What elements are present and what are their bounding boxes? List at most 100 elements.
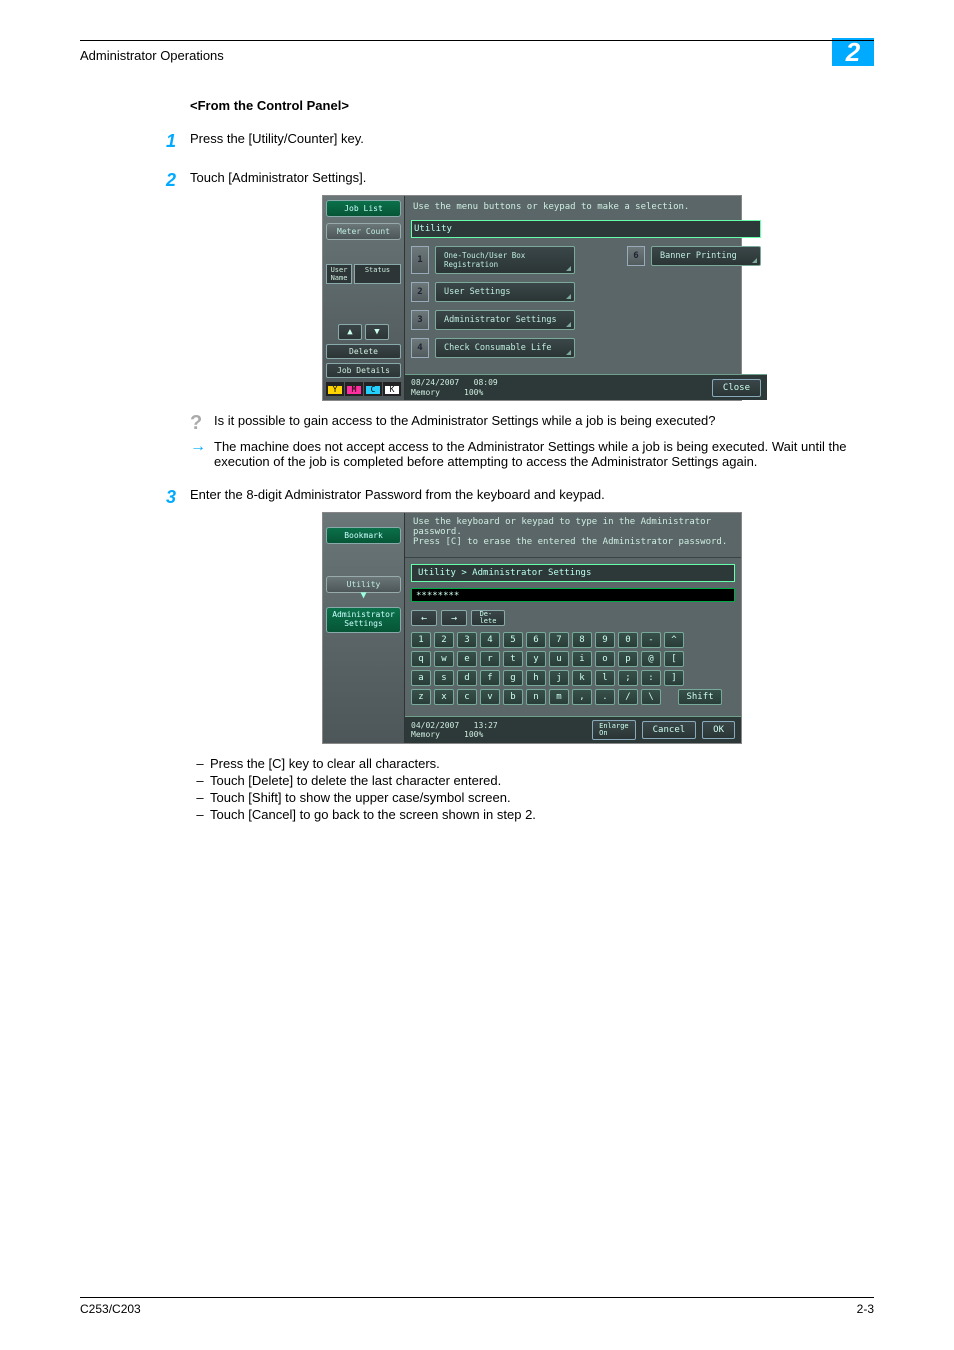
step-2-text: Touch [Administrator Settings]. — [190, 170, 874, 185]
key-a[interactable]: a — [411, 670, 431, 686]
cancel-button[interactable]: Cancel — [642, 721, 697, 739]
key-n[interactable]: n — [526, 689, 546, 705]
key-/[interactable]: / — [618, 689, 638, 705]
panel-hint: Use the menu buttons or keypad to make a… — [405, 196, 767, 214]
menu-num-3: 3 — [411, 310, 429, 330]
answer-text: The machine does not accept access to th… — [214, 439, 874, 469]
key-l[interactable]: l — [595, 670, 615, 686]
key-7[interactable]: 7 — [549, 632, 569, 648]
enlarge-button[interactable]: Enlarge On — [592, 720, 636, 740]
key-k[interactable]: k — [572, 670, 592, 686]
key-.[interactable]: . — [595, 689, 615, 705]
key-1[interactable]: 1 — [411, 632, 431, 648]
key-[[interactable]: [ — [664, 651, 684, 667]
key-h[interactable]: h — [526, 670, 546, 686]
cursor-left-button[interactable]: ← — [411, 610, 437, 626]
tab-job-list[interactable]: Job List — [326, 200, 401, 217]
password-input[interactable]: ******** — [411, 588, 735, 602]
key--[interactable]: - — [641, 632, 661, 648]
key-o[interactable]: o — [595, 651, 615, 667]
key-4[interactable]: 4 — [480, 632, 500, 648]
menu-num-4: 4 — [411, 338, 429, 358]
key-x[interactable]: x — [434, 689, 454, 705]
kb-delete-button[interactable]: De- lete — [471, 610, 505, 626]
job-details-button[interactable]: Job Details — [326, 363, 401, 378]
key-^[interactable]: ^ — [664, 632, 684, 648]
panel-title: Utility — [411, 220, 761, 238]
scroll-up-button[interactable]: ▲ — [338, 324, 362, 340]
key-8[interactable]: 8 — [572, 632, 592, 648]
tab-admin-settings[interactable]: Administrator Settings — [326, 607, 401, 633]
question-text: Is it possible to gain access to the Adm… — [214, 413, 874, 433]
question-icon: ? — [190, 412, 202, 434]
ok-button[interactable]: OK — [702, 721, 735, 739]
col-username: User Name — [326, 264, 352, 284]
close-button[interactable]: Close — [712, 379, 761, 397]
key-\[interactable]: \ — [641, 689, 661, 705]
key-6[interactable]: 6 — [526, 632, 546, 648]
key-;[interactable]: ; — [618, 670, 638, 686]
step-2-number: 2 — [150, 170, 190, 473]
key-q[interactable]: q — [411, 651, 431, 667]
scroll-down-button[interactable]: ▼ — [365, 324, 389, 340]
key-d[interactable]: d — [457, 670, 477, 686]
breadcrumb: Utility > Administrator Settings — [411, 564, 735, 582]
key-z[interactable]: z — [411, 689, 431, 705]
password-panel: Bookmark Utility ▼ Administrator Setting… — [322, 512, 742, 744]
post-bullets: –Press the [C] key to clear all characte… — [190, 756, 874, 822]
chapter-number: 2 — [832, 38, 874, 66]
key-][interactable]: ] — [664, 670, 684, 686]
key-c[interactable]: c — [457, 689, 477, 705]
step-3-text: Enter the 8-digit Administrator Password… — [190, 487, 874, 502]
key-5[interactable]: 5 — [503, 632, 523, 648]
header-section: Administrator Operations — [80, 48, 224, 63]
menu-num-1: 1 — [411, 246, 429, 274]
menu-admin-settings[interactable]: Administrator Settings — [435, 310, 575, 330]
answer-arrow-icon: → — [190, 438, 206, 455]
tab-bookmark[interactable]: Bookmark — [326, 527, 401, 544]
key-f[interactable]: f — [480, 670, 500, 686]
delete-button[interactable]: Delete — [326, 344, 401, 359]
cursor-right-button[interactable]: → — [441, 610, 467, 626]
section-title: <From the Control Panel> — [190, 98, 874, 113]
key-b[interactable]: b — [503, 689, 523, 705]
menu-num-6: 6 — [627, 246, 645, 266]
key-2[interactable]: 2 — [434, 632, 454, 648]
key-,[interactable]: , — [572, 689, 592, 705]
key-:[interactable]: : — [641, 670, 661, 686]
key-e[interactable]: e — [457, 651, 477, 667]
key-v[interactable]: v — [480, 689, 500, 705]
key-i[interactable]: i — [572, 651, 592, 667]
footer-datetime: 08/24/2007 08:09 Memory 100% — [411, 378, 498, 397]
key-p[interactable]: p — [618, 651, 638, 667]
key-r[interactable]: r — [480, 651, 500, 667]
key-m[interactable]: m — [549, 689, 569, 705]
footer2-datetime: 04/02/2007 13:27 Memory 100% — [411, 721, 498, 740]
col-status: Status — [354, 264, 401, 284]
menu-onetouch[interactable]: One-Touch/User Box Registration — [435, 246, 575, 274]
panel2-hint: Use the keyboard or keypad to type in th… — [405, 513, 741, 558]
key-0[interactable]: 0 — [618, 632, 638, 648]
footer-right: 2-3 — [857, 1302, 874, 1316]
key-3[interactable]: 3 — [457, 632, 477, 648]
tab-utility[interactable]: Utility ▼ — [326, 576, 401, 593]
shift-key[interactable]: Shift — [678, 689, 722, 705]
footer-left: C253/C203 — [80, 1302, 141, 1316]
menu-num-2: 2 — [411, 282, 429, 302]
key-s[interactable]: s — [434, 670, 454, 686]
key-u[interactable]: u — [549, 651, 569, 667]
menu-consumable-life[interactable]: Check Consumable Life — [435, 338, 575, 358]
key-w[interactable]: w — [434, 651, 454, 667]
key-@[interactable]: @ — [641, 651, 661, 667]
key-t[interactable]: t — [503, 651, 523, 667]
key-j[interactable]: j — [549, 670, 569, 686]
tab-meter-count[interactable]: Meter Count — [326, 223, 401, 240]
key-g[interactable]: g — [503, 670, 523, 686]
menu-user-settings[interactable]: User Settings — [435, 282, 575, 302]
step-3-number: 3 — [150, 487, 190, 824]
menu-banner-printing[interactable]: Banner Printing — [651, 246, 761, 266]
utility-panel: Job List Meter Count User Name Status ▲ … — [322, 195, 742, 401]
key-9[interactable]: 9 — [595, 632, 615, 648]
key-y[interactable]: y — [526, 651, 546, 667]
step-1-text: Press the [Utility/Counter] key. — [190, 131, 874, 146]
